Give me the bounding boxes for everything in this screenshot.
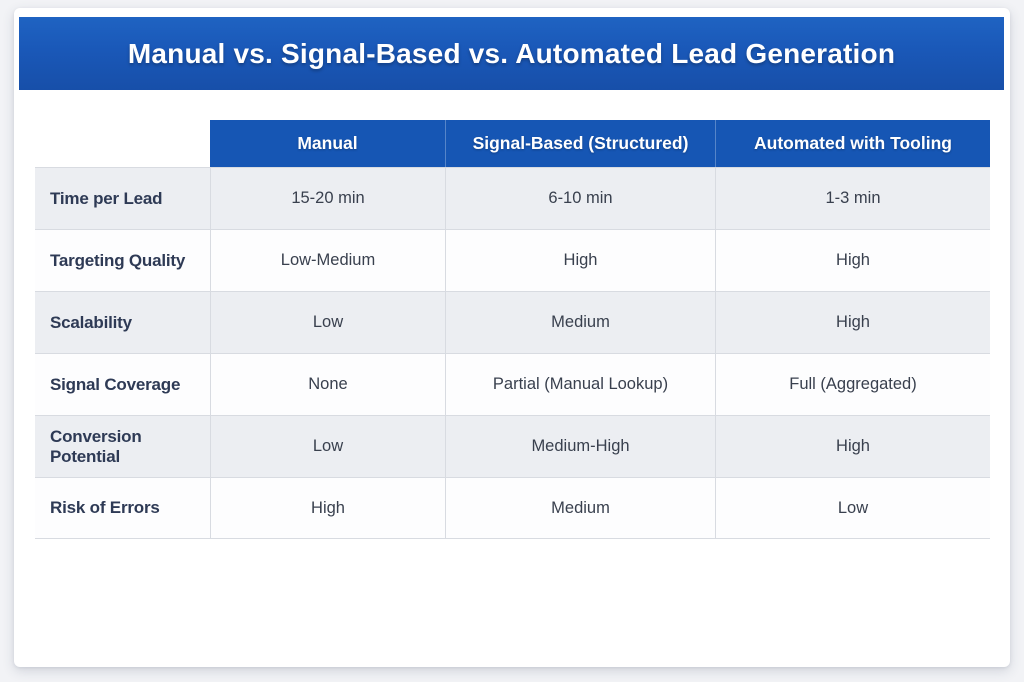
table-cell: Partial (Manual Lookup) bbox=[445, 353, 715, 415]
row-label-time-per-lead: Time per Lead bbox=[35, 167, 210, 229]
header-spacer-cell bbox=[35, 120, 210, 167]
table-cell: 1-3 min bbox=[715, 167, 990, 229]
page-title: Manual vs. Signal-Based vs. Automated Le… bbox=[127, 37, 896, 69]
table-cell: Medium-High bbox=[445, 415, 715, 477]
infographic-card: Manual vs. Signal-Based vs. Automated Le… bbox=[14, 8, 1010, 667]
column-header-manual: Manual bbox=[210, 120, 445, 167]
table-cell: None bbox=[210, 353, 445, 415]
row-label-signal-coverage: Signal Coverage bbox=[35, 353, 210, 415]
table-cell: 6-10 min bbox=[445, 167, 715, 229]
table-cell: Medium bbox=[445, 477, 715, 539]
table-cell: Low bbox=[210, 415, 445, 477]
table-cell: Low bbox=[210, 291, 445, 353]
column-header-signal-based: Signal-Based (Structured) bbox=[445, 120, 715, 167]
table-cell: High bbox=[715, 415, 990, 477]
column-header-automated: Automated with Tooling bbox=[715, 120, 990, 167]
table-cell: High bbox=[715, 229, 990, 291]
table-cell: Low bbox=[715, 477, 990, 539]
table-cell: Medium bbox=[445, 291, 715, 353]
table-cell: High bbox=[210, 477, 445, 539]
comparison-table: Manual Signal-Based (Structured) Automat… bbox=[35, 120, 990, 539]
row-label-targeting-quality: Targeting Quality bbox=[35, 229, 210, 291]
row-label-conversion-potential: Conversion Potential bbox=[35, 415, 210, 477]
title-banner: Manual vs. Signal-Based vs. Automated Le… bbox=[19, 17, 1004, 90]
table-cell: Low-Medium bbox=[210, 229, 445, 291]
row-label-scalability: Scalability bbox=[35, 291, 210, 353]
table-cell: High bbox=[715, 291, 990, 353]
table-cell: Full (Aggregated) bbox=[715, 353, 990, 415]
table-cell: High bbox=[445, 229, 715, 291]
table-cell: 15-20 min bbox=[210, 167, 445, 229]
row-label-risk-of-errors: Risk of Errors bbox=[35, 477, 210, 539]
